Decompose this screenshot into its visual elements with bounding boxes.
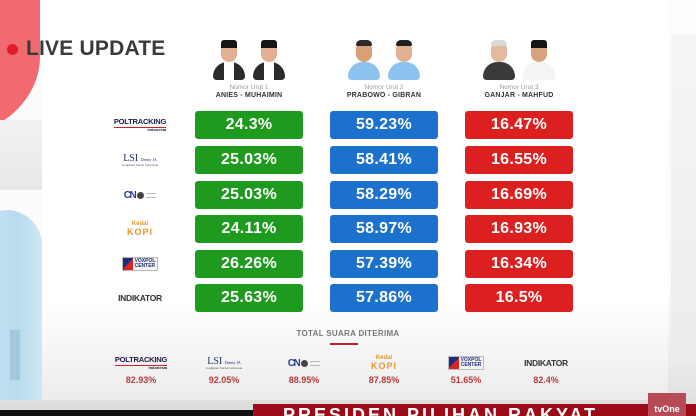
background-flag-white (0, 120, 45, 190)
logo-subtext: Indonesia (148, 364, 168, 370)
cn-logo: CN (110, 181, 170, 209)
result-ganjar: 16.47% (465, 111, 573, 139)
total-percentage: 82.93% (125, 375, 157, 385)
total-cn: CN 88.95% (264, 355, 344, 385)
candidate-photo-icon (522, 38, 556, 80)
result-anies: 25.03% (195, 146, 303, 174)
logo-subtext: KOPI (370, 360, 397, 371)
logo-seal-icon (137, 191, 145, 199)
pollster-row-voxpol: VOXPOL CENTER 26.26% 57.39% 16.34% (0, 250, 696, 278)
logo-subtext: KOPI (126, 226, 153, 237)
pollster-row-indikator: INDIKATOR 25.63% 57.86% 16.5% (0, 284, 696, 312)
logo-subtext: Denny JA (224, 359, 241, 365)
ticker-text: PRESIDEN PILIHAN RAKYAT (283, 405, 599, 416)
candidate-photo-icon (252, 38, 286, 80)
logo-subtext: Indonesia (147, 126, 167, 132)
kedai-kopi-logo: Kedai KOPI (110, 215, 170, 243)
logo-lines (310, 360, 321, 366)
result-prabowo: 57.86% (330, 284, 438, 312)
live-update-header: LIVE UPDATE (7, 37, 166, 61)
pollster-row-cn: CN 25.03% 58.29% 16.69% (0, 181, 696, 209)
result-anies: 26.26% (195, 250, 303, 278)
logo-text: INDIKATOR (118, 293, 162, 303)
total-percentage: 88.95% (288, 375, 320, 385)
live-dot-icon (7, 43, 18, 55)
indikator-logo: INDIKATOR (110, 284, 170, 312)
total-percentage: 51.65% (450, 375, 482, 385)
logo-seal-icon (301, 359, 309, 367)
total-indikator: INDIKATOR 82.4% (506, 355, 586, 385)
candidate-header-2: Nomor Urut 2 PRABOWO - GIBRAN (329, 38, 439, 99)
candidate-photo-icon (347, 38, 381, 80)
candidate-number: Nomor Urut 3 (499, 84, 539, 91)
candidate-name: PRABOWO - GIBRAN (346, 92, 422, 99)
logo-text: INDIKATOR (524, 358, 568, 368)
result-prabowo: 58.97% (330, 215, 438, 243)
pollster-row-lsi: LSI Denny JA Lingkaran Survei Indonesia 2… (0, 146, 696, 174)
result-anies: 24.3% (195, 111, 303, 139)
candidate-number: Nomor Urut 1 (229, 84, 269, 91)
logo-text: VOXPOL (134, 257, 156, 264)
news-ticker: PRESIDEN PILIHAN RAKYAT (253, 404, 696, 416)
poltracking-logo: POLTRACKING Indonesia (110, 111, 170, 139)
candidate-header-1: Nomor Urut 1 ANIES - MUHAIMIN (194, 38, 304, 99)
candidate-photo-icon (482, 38, 516, 80)
candidate-name: GANJAR - MAHFUD (484, 92, 554, 99)
pollster-row-poltracking: POLTRACKING Indonesia 24.3% 59.23% 16.47% (0, 111, 696, 139)
result-ganjar: 16.5% (465, 284, 573, 312)
voxpol-flag-icon (448, 357, 459, 369)
logo-text: CN (287, 357, 301, 369)
total-percentage: 92.05% (208, 375, 240, 385)
logo-subtext: Denny JA (140, 156, 157, 162)
logo-text: POLTRACKING (114, 355, 168, 366)
candidate-photo-icon (212, 38, 246, 80)
voxpol-flag-icon (122, 258, 133, 270)
presenter-shadow (10, 330, 20, 380)
logo-text: CN (123, 189, 137, 201)
result-prabowo: 57.39% (330, 250, 438, 278)
candidate-number: Nomor Urut 2 (364, 84, 404, 91)
logo-text: Kedai (131, 221, 149, 228)
presenter-figure (0, 210, 42, 400)
total-voxpol: VOXPOL CENTER 51.65% (426, 355, 506, 385)
title-underline (330, 343, 358, 345)
logo-text: Kedai (375, 355, 393, 362)
candidate-header-3: Nomor Urut 3 GANJAR - MAHFUD (464, 38, 574, 99)
result-anies: 24.11% (195, 215, 303, 243)
result-anies: 25.63% (195, 284, 303, 312)
channel-logo: tvOne (648, 393, 686, 416)
total-poltracking: POLTRACKING Indonesia 82.93% (101, 355, 181, 385)
total-lsi: LSI Denny JA Lingkaran Survei Indonesia 9… (184, 355, 264, 385)
result-prabowo: 59.23% (330, 111, 438, 139)
result-ganjar: 16.93% (465, 215, 573, 243)
total-votes-title: TOTAL SUARA DITERIMA (296, 329, 400, 338)
logo-tagline: Lingkaran Survei Indonesia (121, 162, 159, 167)
total-percentage: 82.4% (533, 375, 559, 385)
voxpol-logo: VOXPOL CENTER (110, 250, 170, 278)
total-percentage: 87.85% (368, 375, 400, 385)
result-prabowo: 58.41% (330, 146, 438, 174)
candidate-name: ANIES - MUHAIMIN (215, 92, 283, 99)
candidate-photo-icon (387, 38, 421, 80)
result-ganjar: 16.34% (465, 250, 573, 278)
result-ganjar: 16.55% (465, 146, 573, 174)
result-anies: 25.03% (195, 181, 303, 209)
result-prabowo: 58.29% (330, 181, 438, 209)
total-kedaikopi: Kedai KOPI 87.85% (344, 355, 424, 385)
live-update-title: LIVE UPDATE (26, 37, 166, 60)
logo-text: VOXPOL (460, 356, 482, 363)
logo-lines (146, 192, 157, 198)
pollster-row-kedaikopi: Kedai KOPI 24.11% 58.97% 16.93% (0, 215, 696, 243)
background-right-panel (671, 35, 696, 365)
logo-text: POLTRACKING (113, 117, 167, 128)
lsi-logo: LSI Denny JA Lingkaran Survei Indonesia (110, 146, 170, 174)
logo-tagline: Lingkaran Survei Indonesia (205, 365, 243, 370)
logo-subtext: CENTER (134, 263, 156, 269)
logo-subtext: CENTER (460, 362, 482, 368)
result-ganjar: 16.69% (465, 181, 573, 209)
logo-text: LSI (207, 355, 223, 367)
logo-text: LSI (123, 152, 139, 164)
